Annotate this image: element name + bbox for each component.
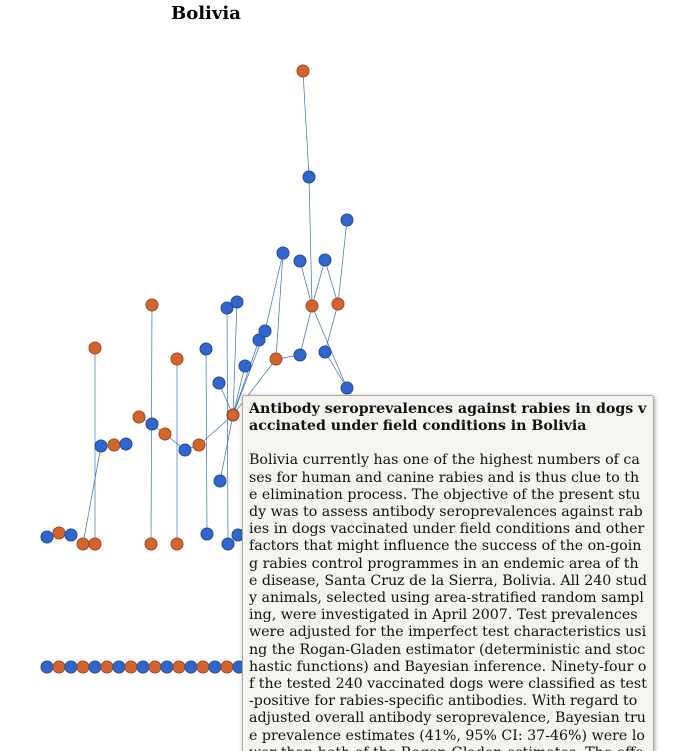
paper-node-orange[interactable]: [172, 660, 186, 674]
graph-edge: [226, 307, 229, 545]
paper-node-orange[interactable]: [76, 660, 90, 674]
graph-edge: [324, 303, 339, 353]
paper-node-blue[interactable]: [94, 439, 108, 453]
paper-tooltip: Antibody seroprevalences against rabies …: [242, 395, 654, 751]
graph-edge: [232, 339, 260, 416]
paper-node-blue[interactable]: [230, 295, 244, 309]
graph-edges: [82, 70, 348, 545]
graph-edge: [275, 252, 284, 360]
paper-node-orange[interactable]: [148, 660, 162, 674]
paper-node-orange[interactable]: [52, 660, 66, 674]
paper-node-orange[interactable]: [158, 427, 172, 441]
graph-edge: [299, 260, 313, 307]
paper-node-blue[interactable]: [238, 359, 252, 373]
paper-node-blue[interactable]: [178, 443, 192, 457]
graph-edge: [219, 414, 234, 482]
paper-node-orange[interactable]: [107, 438, 121, 452]
paper-node-blue[interactable]: [302, 170, 316, 184]
graph-edge: [82, 445, 102, 545]
paper-node-blue[interactable]: [208, 660, 222, 674]
graph-edge: [311, 259, 326, 307]
paper-node-orange[interactable]: [132, 410, 146, 424]
paper-node-blue[interactable]: [340, 381, 354, 395]
paper-node-orange[interactable]: [124, 660, 138, 674]
paper-node-blue[interactable]: [340, 213, 354, 227]
paper-node-orange[interactable]: [88, 341, 102, 355]
graph-edge: [337, 219, 348, 305]
page-title: Bolivia: [171, 3, 241, 24]
paper-node-orange[interactable]: [100, 660, 114, 674]
paper-node-blue[interactable]: [64, 528, 78, 542]
paper-node-blue[interactable]: [276, 246, 290, 260]
paper-node-blue[interactable]: [318, 253, 332, 267]
paper-node-blue[interactable]: [112, 660, 126, 674]
paper-node-blue[interactable]: [252, 333, 266, 347]
graph-edge: [264, 252, 284, 332]
graph-edge: [324, 259, 339, 305]
paper-node-orange[interactable]: [170, 352, 184, 366]
graph-edge: [205, 348, 208, 535]
paper-node-orange[interactable]: [305, 299, 319, 313]
paper-node-orange[interactable]: [220, 660, 234, 674]
paper-node-orange[interactable]: [170, 537, 184, 551]
paper-node-blue[interactable]: [40, 530, 54, 544]
graph-edge: [299, 305, 313, 356]
graph-edge: [302, 70, 310, 178]
paper-node-blue[interactable]: [221, 537, 235, 551]
paper-node-blue[interactable]: [293, 348, 307, 362]
paper-node-orange[interactable]: [76, 537, 90, 551]
graph-edge: [232, 365, 246, 416]
paper-node-orange[interactable]: [269, 352, 283, 366]
paper-node-blue[interactable]: [184, 660, 198, 674]
paper-node-blue[interactable]: [119, 437, 133, 451]
graph-edge: [308, 176, 313, 307]
paper-node-orange[interactable]: [296, 64, 310, 78]
paper-node-blue[interactable]: [136, 660, 150, 674]
paper-node-blue[interactable]: [212, 376, 226, 390]
paper-node-orange[interactable]: [144, 537, 158, 551]
paper-node-blue[interactable]: [145, 417, 159, 431]
paper-node-orange[interactable]: [196, 660, 210, 674]
graph-edge: [232, 301, 238, 416]
paper-node-blue[interactable]: [64, 660, 78, 674]
tooltip-abstract: Bolivia currently has one of the highest…: [249, 452, 647, 751]
graph-edge: [324, 351, 348, 389]
paper-node-blue[interactable]: [293, 254, 307, 268]
tooltip-title: Antibody seroprevalences against rabies …: [249, 401, 647, 435]
paper-node-orange[interactable]: [88, 537, 102, 551]
paper-node-blue[interactable]: [160, 660, 174, 674]
paper-node-blue[interactable]: [88, 660, 102, 674]
paper-node-blue[interactable]: [40, 660, 54, 674]
paper-node-blue[interactable]: [318, 345, 332, 359]
paper-node-blue[interactable]: [220, 301, 234, 315]
paper-node-orange[interactable]: [192, 438, 206, 452]
paper-node-orange[interactable]: [145, 298, 159, 312]
paper-node-orange[interactable]: [331, 297, 345, 311]
graph-edge: [198, 414, 234, 446]
graph-edge: [232, 358, 277, 416]
paper-node-blue[interactable]: [200, 527, 214, 541]
paper-node-blue[interactable]: [199, 342, 213, 356]
paper-node-blue[interactable]: [213, 474, 227, 488]
graph-nodes: [40, 64, 354, 674]
paper-node-orange[interactable]: [52, 526, 66, 540]
paper-node-blue[interactable]: [258, 324, 272, 338]
paper-node-orange[interactable]: [226, 408, 240, 422]
graph-edge: [311, 305, 348, 389]
